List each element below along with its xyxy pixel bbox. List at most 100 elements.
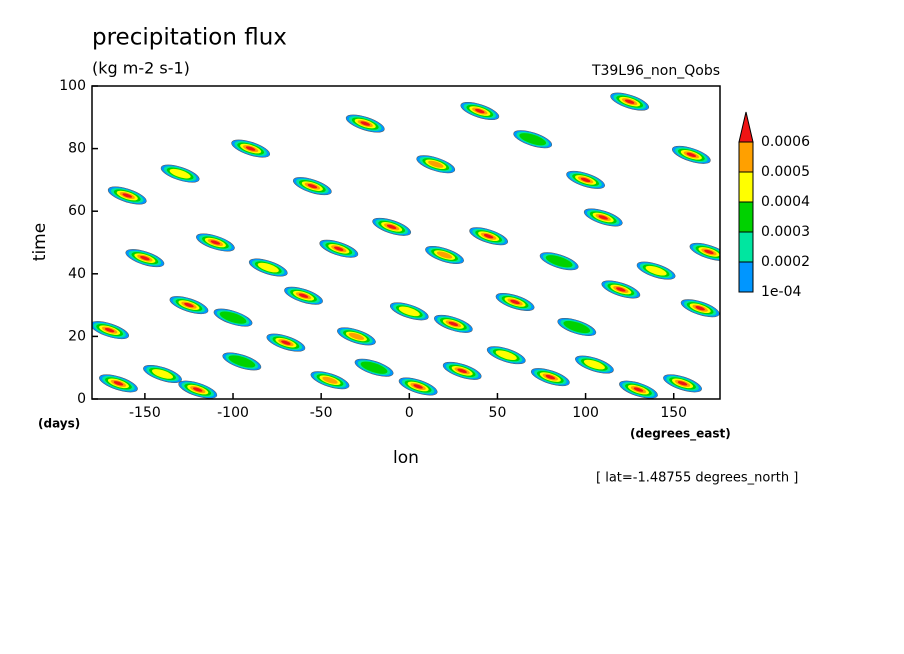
colorbar-label: 0.0006 [761, 134, 810, 150]
field [92, 92, 720, 399]
colorbar-box [738, 141, 754, 173]
y-tick-label: 0 [77, 391, 86, 407]
footnote: [ lat=-1.48755 degrees_north ] [596, 471, 798, 486]
contour-cell [143, 364, 182, 383]
contour-fill [645, 265, 667, 276]
contour-cell [310, 371, 350, 390]
x-tick-label: 100 [572, 405, 599, 421]
contour-fill [104, 327, 115, 333]
contour-cell [680, 299, 720, 318]
contour-cell [663, 374, 702, 393]
x-axis-title: lon [393, 448, 419, 468]
contour-fill [624, 99, 635, 104]
contour-cell [372, 217, 412, 236]
contour-fill [545, 255, 573, 268]
contour-fill [616, 287, 626, 292]
contour-fill [633, 387, 644, 392]
x-tick-label: -50 [310, 405, 333, 421]
contour-fill [428, 160, 444, 168]
contour-cell [284, 286, 323, 305]
contour-fill [495, 350, 517, 360]
contour-cell [689, 242, 720, 261]
run-label: T39L96_non_Qobs [591, 63, 720, 79]
contour-fill [580, 177, 591, 183]
colorbar-label: 0.0004 [761, 194, 810, 210]
contour-fill [398, 306, 420, 317]
contour-fill [113, 381, 124, 386]
x-tick-label: 50 [489, 405, 507, 421]
contour-cell [337, 327, 376, 346]
contour-fill [457, 368, 467, 374]
contour-fill [413, 384, 423, 389]
colorbar-label: 0.0002 [761, 254, 810, 270]
contour-fill [169, 168, 191, 179]
axes: -150 -100 -50 0 50 100 150 0 20 40 60 80 100 [59, 78, 721, 421]
colorbar-box [738, 201, 754, 233]
y-tick-label: 40 [68, 266, 86, 282]
contour-fill [677, 381, 688, 386]
contour-fill [598, 215, 608, 220]
contour-cell [619, 380, 658, 399]
colorbar-label: 0.0005 [761, 164, 810, 180]
y-tick-label: 20 [68, 328, 86, 344]
contour-cell [107, 186, 147, 205]
contour-cell [433, 314, 473, 333]
contour-cell [416, 155, 456, 174]
contour-fill [386, 224, 397, 230]
y-tick-label: 100 [59, 78, 86, 94]
contour-fill [140, 255, 150, 261]
contour-cell [222, 352, 262, 371]
contour-cell [566, 170, 605, 189]
contour-cell [460, 102, 500, 121]
contour-cell [513, 130, 553, 149]
x-tick-label: 150 [660, 405, 687, 421]
contour-cell [583, 208, 623, 227]
contour-cell [231, 139, 271, 158]
contour-cell [160, 164, 200, 183]
contour-fill [686, 152, 697, 158]
contour-cell [266, 333, 306, 352]
contour-cell [196, 233, 235, 252]
contour-cell [354, 358, 394, 377]
contour-cell [125, 249, 165, 268]
colorbar-box [738, 231, 754, 263]
chart-title: precipitation flux [92, 25, 287, 51]
contour-fill [436, 251, 453, 259]
contour-fill [483, 234, 494, 239]
contour-fill [563, 320, 591, 334]
x-unit: (degrees_east) [630, 427, 731, 442]
contour-cell [398, 377, 438, 396]
contour-fill [545, 374, 556, 380]
contour-cell [178, 380, 218, 399]
contour-cell [442, 361, 482, 380]
y-tick-label: 60 [68, 203, 86, 219]
contour-cell [575, 355, 614, 374]
colorbar: 1e-04 0.0002 0.0003 0.0004 0.0005 0.0006 [738, 111, 810, 300]
contour-cell [345, 114, 385, 133]
x-tick-label: 0 [405, 405, 414, 421]
colorbar-triangle [738, 111, 754, 143]
contour-fill [360, 361, 388, 374]
contour-cell [601, 280, 641, 299]
contour-fill [360, 121, 371, 126]
contour-cell [495, 292, 535, 311]
contour-cell [636, 261, 676, 280]
contour-fill [583, 359, 605, 370]
contour-fill [192, 387, 203, 392]
contour-cell [539, 252, 579, 271]
contour-cell [486, 346, 526, 365]
y-unit: (days) [38, 417, 80, 431]
contour-fill [475, 108, 485, 114]
colorbar-label: 1e-04 [761, 284, 801, 300]
colorbar-box [738, 261, 754, 293]
contour-fill [448, 321, 459, 327]
contour-fill [228, 355, 256, 368]
contour-fill [257, 262, 279, 273]
contour-cell [248, 258, 288, 277]
contour-cell [319, 239, 359, 258]
colorbar-label: 0.0003 [761, 224, 810, 240]
colorbar-box [738, 171, 754, 203]
plot-frame [91, 85, 721, 400]
contour-cell [557, 318, 597, 337]
contour-fill [322, 376, 338, 384]
